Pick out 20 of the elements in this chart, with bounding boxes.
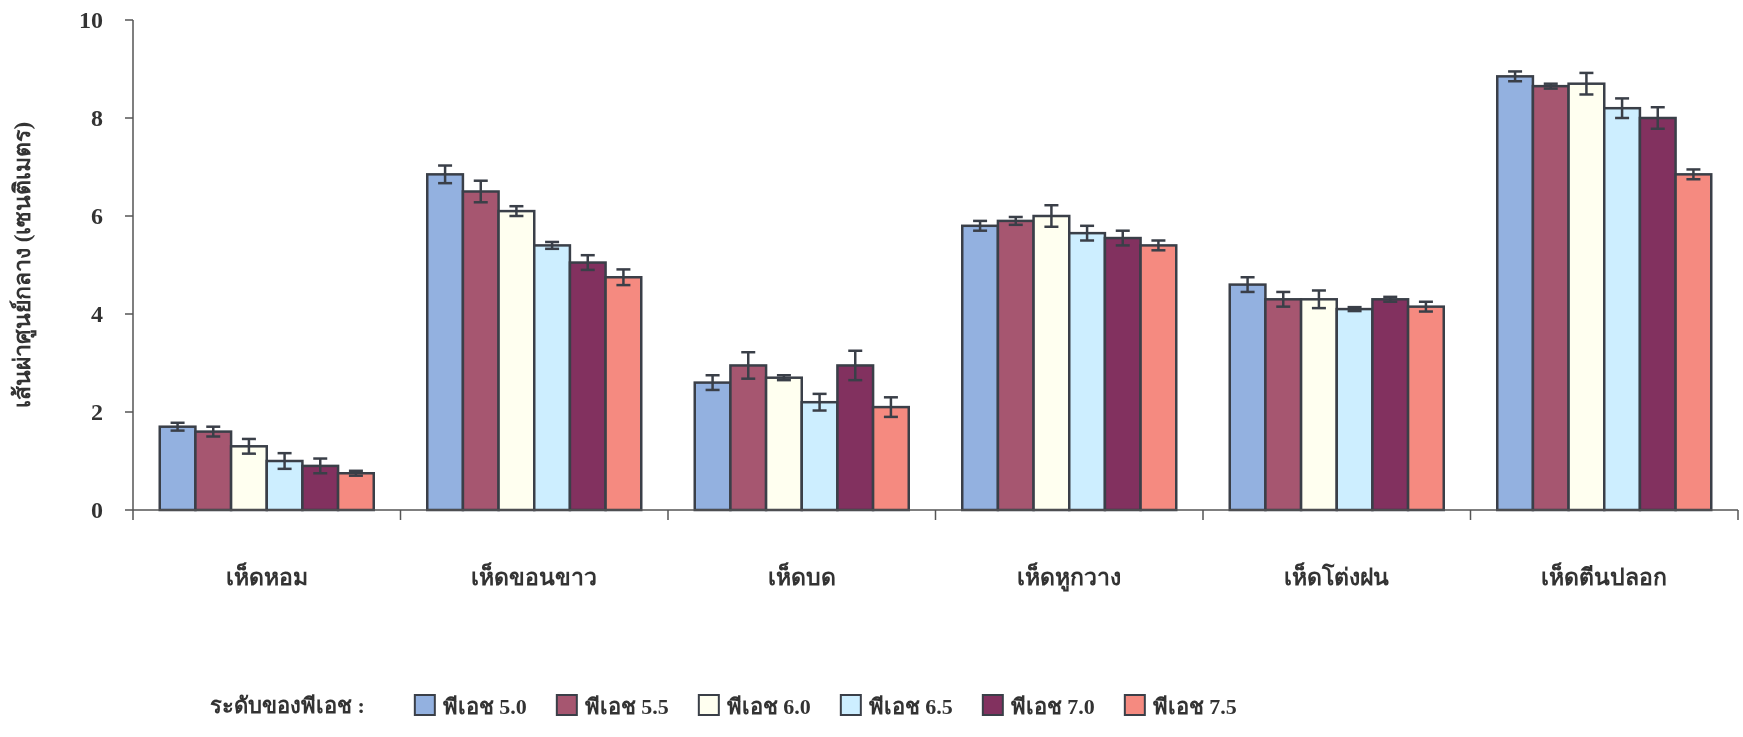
legend-label: พีเอช 7.0 xyxy=(1010,694,1095,719)
legend-label: พีเอช 6.5 xyxy=(868,694,953,719)
legend-label: พีเอช 7.5 xyxy=(1152,694,1237,719)
legend-label: พีเอช 6.0 xyxy=(726,694,811,719)
x-tick-label: เห็ดหอม xyxy=(225,562,308,590)
y-tick-label: 0 xyxy=(91,497,103,523)
y-tick-label: 2 xyxy=(91,399,103,425)
x-tick-label: เห็ดขอนขาว xyxy=(471,562,598,590)
legend-label: พีเอช 5.0 xyxy=(442,694,527,719)
x-tick-label: เห็ดตีนปลอก xyxy=(1541,562,1668,590)
y-tick-label: 4 xyxy=(91,301,103,327)
x-tick-label: เห็ดหูกวาง xyxy=(1017,562,1122,592)
y-tick-label: 6 xyxy=(91,203,103,229)
y-axis-title: เส้นผ่าศูนย์กลาง (เซนติเมตร) xyxy=(9,121,37,409)
legend-title: ระดับของพีเอช : xyxy=(210,693,365,718)
x-tick-label: เห็ดโต่งฝน xyxy=(1284,562,1390,590)
legend-label: พีเอช 5.5 xyxy=(584,694,669,719)
y-tick-label: 10 xyxy=(79,7,103,33)
y-tick-label: 8 xyxy=(91,105,103,131)
x-tick-label: เห็ดบด xyxy=(767,562,836,590)
